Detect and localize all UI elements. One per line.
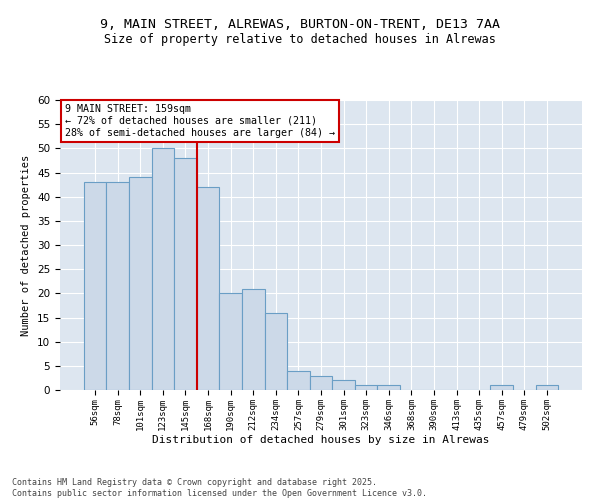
X-axis label: Distribution of detached houses by size in Alrewas: Distribution of detached houses by size …	[152, 436, 490, 446]
Bar	[197, 187, 220, 390]
Bar	[106, 182, 129, 390]
Bar	[377, 385, 400, 390]
Text: 9, MAIN STREET, ALREWAS, BURTON-ON-TRENT, DE13 7AA: 9, MAIN STREET, ALREWAS, BURTON-ON-TRENT…	[100, 18, 500, 30]
Bar	[310, 376, 332, 390]
Bar	[220, 294, 242, 390]
Text: 9 MAIN STREET: 159sqm
← 72% of detached houses are smaller (211)
28% of semi-det: 9 MAIN STREET: 159sqm ← 72% of detached …	[65, 104, 335, 138]
Text: Contains HM Land Registry data © Crown copyright and database right 2025.
Contai: Contains HM Land Registry data © Crown c…	[12, 478, 427, 498]
Bar	[265, 312, 287, 390]
Bar	[287, 370, 310, 390]
Bar	[129, 178, 152, 390]
Bar	[536, 385, 558, 390]
Bar	[355, 385, 377, 390]
Y-axis label: Number of detached properties: Number of detached properties	[22, 154, 31, 336]
Bar	[152, 148, 174, 390]
Text: Size of property relative to detached houses in Alrewas: Size of property relative to detached ho…	[104, 32, 496, 46]
Bar	[332, 380, 355, 390]
Bar	[242, 288, 265, 390]
Bar	[174, 158, 197, 390]
Bar	[490, 385, 513, 390]
Bar	[84, 182, 106, 390]
